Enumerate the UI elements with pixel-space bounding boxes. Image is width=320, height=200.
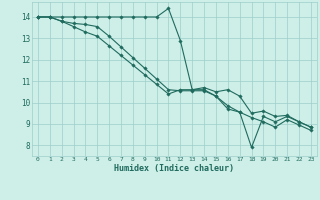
X-axis label: Humidex (Indice chaleur): Humidex (Indice chaleur) [115, 164, 234, 173]
